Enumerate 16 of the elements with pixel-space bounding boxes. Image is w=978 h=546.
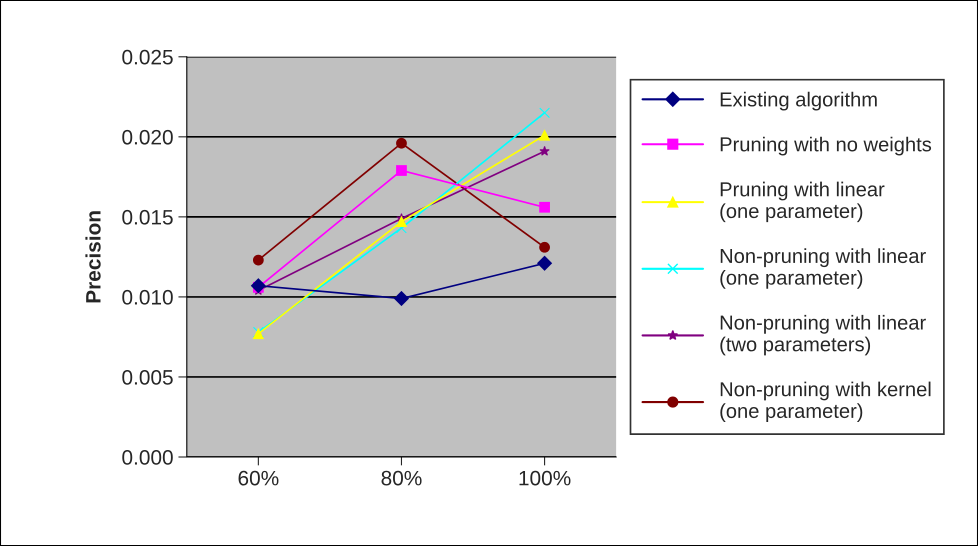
x-tick-label: 100%	[520, 470, 570, 486]
legend-label: Pruning with linear (one parameter)	[720, 182, 884, 222]
y-tick-label: 0.015	[122, 210, 173, 225]
x-tick-label: 60%	[238, 470, 278, 486]
y-axis-title: Precision	[85, 211, 101, 302]
y-tick-label: 0.010	[122, 290, 173, 305]
legend-label: Pruning with no weights	[720, 136, 932, 156]
y-tick-label: 0.020	[122, 130, 173, 145]
x-tick-label: 80%	[382, 470, 422, 486]
y-tick-label: 0.005	[122, 370, 173, 385]
legend-label: Non-pruning with linear (two parameters)	[720, 314, 926, 356]
legend-label: Non-pruning with linear (one parameter)	[720, 248, 926, 289]
y-tick-label: 0.025	[122, 50, 173, 65]
y-tick-label: 0.000	[122, 450, 173, 465]
legend-label: Non-pruning with kernel (one parameter)	[720, 382, 930, 422]
legend-label: Existing algorithm	[720, 92, 877, 111]
